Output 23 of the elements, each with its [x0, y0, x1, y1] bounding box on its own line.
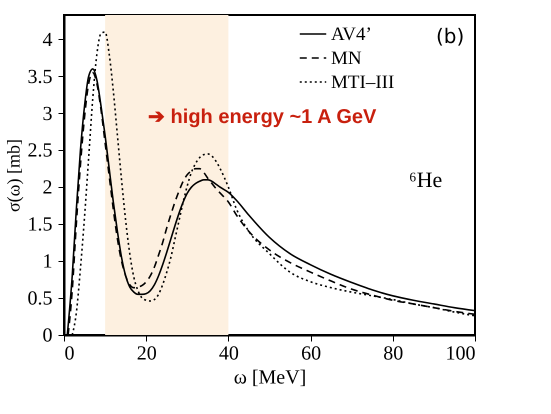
- legend-label: MTI–III: [331, 72, 394, 93]
- annotation: (b): [436, 24, 464, 48]
- y-tick-label: 0: [42, 324, 52, 346]
- x-tick-label: 0: [64, 342, 74, 364]
- y-tick-label: 4: [42, 28, 52, 51]
- y-tick-label: 2: [42, 176, 52, 199]
- x-tick-label: 100: [446, 342, 476, 364]
- legend-label: MN: [331, 48, 362, 69]
- x-tick-label: 80: [383, 342, 404, 364]
- y-tick-label: 3: [42, 102, 52, 125]
- y-tick-label: 1: [42, 250, 52, 273]
- legend-label: AV4’: [331, 24, 372, 45]
- x-tick-label: 60: [301, 342, 322, 364]
- y-tick-label: 0.5: [28, 288, 52, 310]
- y-axis-title: σ(ω) [mb]: [4, 138, 24, 212]
- annotation: ➔ high energy ~1 A GeV: [148, 106, 378, 128]
- annotation: ⁶He: [409, 167, 442, 192]
- x-tick-label: 40: [218, 342, 239, 364]
- y-tick-label: 3.5: [28, 66, 52, 88]
- y-tick-label: 2.5: [28, 140, 52, 162]
- x-axis-title: ω [MeV]: [234, 366, 306, 388]
- y-tick-label: 1.5: [28, 214, 52, 236]
- x-tick-label: 20: [136, 342, 157, 364]
